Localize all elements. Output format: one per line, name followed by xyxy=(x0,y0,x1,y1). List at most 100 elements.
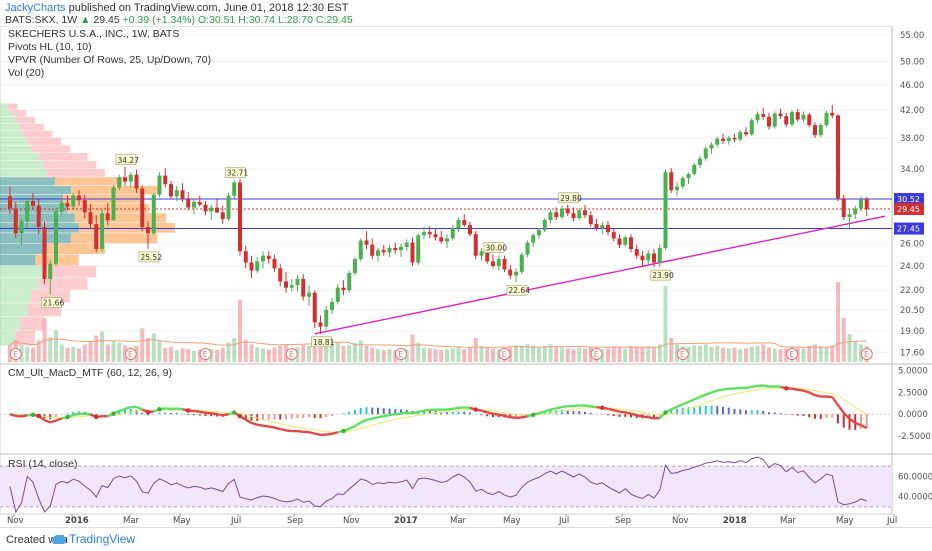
candle-body xyxy=(520,255,524,272)
volume-bar xyxy=(583,348,587,362)
candle-body xyxy=(848,214,852,217)
macd-histogram-bar xyxy=(751,410,753,414)
macd-histogram-bar xyxy=(768,412,770,414)
volume-profile-up-bar xyxy=(0,104,8,110)
macd-line-segment xyxy=(298,431,304,432)
candle-body xyxy=(198,202,202,205)
volume-profile-down-bar xyxy=(28,138,62,145)
x-tick-label: Mar xyxy=(450,516,467,526)
macd-histogram-bar xyxy=(826,414,828,418)
candle-body xyxy=(445,238,449,241)
candle-body xyxy=(307,293,311,297)
footer: Created with TradingView xyxy=(0,527,932,551)
tradingview-brand[interactable]: TradingView xyxy=(52,532,135,546)
volume-bar xyxy=(382,350,386,362)
volume-bar xyxy=(618,348,622,362)
macd-line-segment xyxy=(809,392,815,395)
macd-line-segment xyxy=(257,425,263,426)
macd-histogram-bar xyxy=(463,412,465,414)
macd-histogram-bar xyxy=(371,408,373,415)
volume-bar xyxy=(146,338,150,362)
volume-profile-down-bar xyxy=(55,177,122,185)
candle-body xyxy=(526,243,530,255)
macd-tick-label: 2.5000 xyxy=(898,388,928,398)
macd-line-segment xyxy=(700,395,706,398)
candle-body xyxy=(25,201,29,221)
x-tick-label: Mar xyxy=(780,516,797,526)
volume-profile-up-bar xyxy=(0,317,20,331)
candle-body xyxy=(549,212,553,220)
macd-line-segment xyxy=(735,388,741,389)
macd-line-segment xyxy=(384,415,390,416)
x-tick-label: Nov xyxy=(672,516,689,526)
macd-line-segment xyxy=(125,407,131,409)
macd-histogram-bar xyxy=(780,413,782,414)
price-tick-label: 38.00 xyxy=(900,134,924,144)
pivot-label: 23.90 xyxy=(652,271,674,280)
macd-line-segment xyxy=(620,412,626,413)
macd-line-segment xyxy=(487,412,493,414)
macd-line-segment xyxy=(56,418,62,420)
candle-body xyxy=(8,196,12,208)
legend-rsi: RSI (14, close) xyxy=(8,458,77,470)
macd-line-segment xyxy=(280,429,286,430)
macd-line-segment xyxy=(585,406,591,407)
candle-body xyxy=(169,184,173,196)
macd-line-segment xyxy=(683,402,689,404)
candle-body xyxy=(204,205,208,212)
candle-body xyxy=(100,213,104,249)
volume-bar xyxy=(761,344,765,362)
candle-body xyxy=(583,210,587,215)
macd-histogram-bar xyxy=(274,414,276,419)
candle-body xyxy=(451,228,455,238)
macd-histogram-bar xyxy=(268,414,270,420)
volume-bar xyxy=(439,350,443,362)
rsi-tick-label: 60.0000 xyxy=(898,472,932,482)
candle-body xyxy=(744,132,748,134)
candle-body xyxy=(836,115,840,198)
volume-bar xyxy=(31,348,35,362)
volume-bar xyxy=(175,350,179,362)
volume-profile-down-bar xyxy=(20,124,44,131)
volume-profile-up-bar xyxy=(0,153,39,160)
macd-line-segment xyxy=(804,391,810,393)
macd-line-segment xyxy=(677,404,683,407)
candle-body xyxy=(393,248,397,250)
volume-bar xyxy=(445,349,449,362)
macd-cross-dot xyxy=(232,410,236,414)
volume-bar xyxy=(342,346,346,362)
candle-body xyxy=(468,225,472,234)
macd-line-segment xyxy=(453,408,459,409)
candle-body xyxy=(66,203,70,207)
candle-body xyxy=(267,256,271,259)
volume-profile-up-bar xyxy=(0,186,71,194)
volume-bar xyxy=(853,341,857,362)
macd-histogram-bar xyxy=(774,413,776,415)
publish-line: JackyCharts published on TradingView.com… xyxy=(5,2,348,14)
macd-line-segment xyxy=(73,414,79,415)
volume-bar xyxy=(721,348,725,362)
volume-bar xyxy=(830,345,834,362)
macd-cross-dot xyxy=(146,410,150,414)
macd-line-segment xyxy=(689,399,695,401)
macd-line-segment xyxy=(217,414,223,415)
macd-histogram-bar xyxy=(590,413,592,414)
candle-body xyxy=(646,253,650,260)
macd-histogram-bar xyxy=(205,414,207,416)
price-chart-svg[interactable]: 55.0050.0046.0042.0038.0034.0026.0024.00… xyxy=(0,26,932,526)
volume-profile-down-bar xyxy=(8,104,18,110)
legend-title: SKECHERS U.S.A., INC., 1W, BATS xyxy=(8,28,179,40)
candle-body xyxy=(370,245,374,256)
author-name[interactable]: JackyCharts xyxy=(5,2,66,14)
legend-volume: Vol (20) xyxy=(8,67,44,79)
macd-line-segment xyxy=(177,409,183,410)
rsi-tick-label: 40.0000 xyxy=(898,493,932,503)
volume-bar xyxy=(531,345,535,362)
macd-histogram-bar xyxy=(458,412,460,415)
macd-histogram-bar xyxy=(389,409,391,415)
volume-bar xyxy=(491,348,495,362)
candle-body xyxy=(359,240,363,259)
close-value: C:29.45 xyxy=(316,14,353,26)
volume-profile-up-bar xyxy=(0,169,47,177)
